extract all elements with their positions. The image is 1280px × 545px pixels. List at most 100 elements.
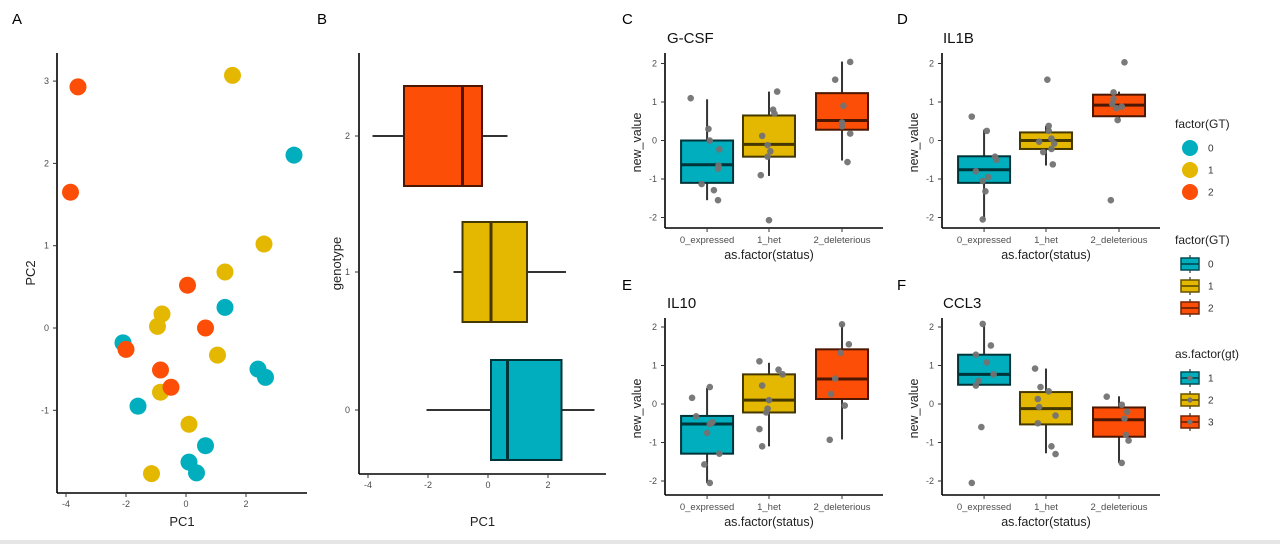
scatter-point-gt1 (209, 346, 226, 364)
jitter-point (831, 76, 839, 83)
jitter-point (990, 371, 997, 378)
legend-label: 2 (1208, 304, 1214, 315)
jitter-point (1108, 100, 1116, 108)
y-axis-title: new_value (630, 113, 644, 173)
jitter-point (838, 321, 846, 328)
jitter-point (845, 341, 853, 348)
jitter-point (762, 409, 770, 416)
jitter-point (701, 461, 708, 468)
scatter-point-gt1 (255, 235, 273, 253)
jitter-point (765, 396, 773, 404)
y-tick-label: 0 (345, 405, 350, 415)
scatter-point-gt0 (285, 146, 303, 164)
jitter-point (1048, 145, 1055, 153)
legend-label: 0 (1208, 144, 1214, 155)
y-tick-label: 2 (345, 131, 350, 141)
legend-key-point (1182, 184, 1198, 200)
jitter-point (765, 216, 773, 224)
box-gt2 (403, 85, 483, 187)
jitter-point (1048, 135, 1055, 142)
y-axis-title: PC2 (23, 260, 38, 285)
y-tick-label: 2 (652, 59, 657, 69)
x-axis-title: as.factor(status) (724, 515, 814, 529)
jitter-point (1118, 401, 1126, 409)
y-tick-label: -2 (649, 213, 657, 223)
y-axis-title: new_value (630, 379, 644, 439)
box-2_deleterious (1092, 406, 1147, 438)
jitter-point (1045, 127, 1053, 135)
x-tick-label: 0_expressed (957, 502, 1011, 513)
y-tick-label: -1 (926, 174, 934, 184)
x-tick-label: 2_deleterious (813, 235, 870, 246)
jitter-point (716, 146, 723, 153)
x-tick-label: -4 (62, 499, 70, 509)
jitter-point (714, 165, 722, 172)
box-0_expressed (957, 353, 1012, 386)
jitter-point (972, 168, 980, 175)
jitter-point (706, 137, 714, 144)
panel-d: -2 -1 0 1 2 0_expressed 1_het 2_deleterious as.f… (907, 30, 1160, 262)
jitter-point (1118, 459, 1126, 467)
jitter-point (983, 127, 991, 135)
panel-title: G-CSF (667, 30, 714, 47)
x-tick-label: 2 (243, 499, 248, 509)
legend-label: 1 (1208, 374, 1214, 385)
jitter-point (1103, 393, 1111, 400)
y-tick-label: 0 (652, 399, 657, 409)
scatter-point-gt2 (179, 276, 196, 294)
jitter-point (773, 88, 781, 95)
y-tick-label: 2 (44, 158, 49, 168)
jitter-point (1034, 395, 1042, 403)
jitter-point (1112, 104, 1120, 112)
panel-a: -4 -2 0 2 -1 0 1 2 3 PC1 PC2 (23, 53, 307, 529)
jitter-point (1121, 59, 1128, 66)
box-gt1 (461, 221, 528, 323)
jitter-point (692, 413, 700, 420)
x-tick-label: 0_expressed (680, 235, 734, 246)
scatter-point-gt1 (143, 465, 160, 483)
panel-label-c: C (622, 11, 633, 28)
y-tick-label: -1 (649, 438, 657, 448)
scatter-point-gt0 (216, 298, 234, 316)
panel-e: -2 -1 0 1 2 0_expressed 1_het 2_deleterious as.f… (630, 295, 883, 529)
x-tick-label: 0_expressed (957, 235, 1011, 246)
y-tick-label: 2 (929, 59, 934, 69)
y-tick-label: -2 (926, 213, 934, 223)
jitter-point (984, 173, 992, 181)
y-tick-label: 1 (652, 361, 657, 371)
jitter-point (979, 177, 987, 185)
x-axis-title: PC1 (169, 514, 194, 529)
box-gt0 (490, 359, 563, 461)
jitter-point (1123, 408, 1131, 416)
panel-f: -2 -1 0 1 2 0_expressed 1_het 2_deleterious as.f… (907, 295, 1160, 529)
jitter-point (979, 216, 987, 223)
jitter-point (837, 349, 844, 357)
legend-3: as.factor(gt) 1 2 3 (1175, 347, 1239, 431)
jitter-point (838, 122, 846, 130)
legend-label: 3 (1208, 418, 1214, 429)
jitter-point (827, 390, 835, 398)
jitter-point (1121, 415, 1128, 422)
jitter-point (756, 425, 763, 433)
bottom-divider (0, 540, 1280, 544)
scatter-point-gt2 (62, 183, 79, 201)
x-tick-label: 0 (485, 480, 490, 490)
jitter-point (705, 125, 712, 133)
y-axis-title: genotype (329, 237, 344, 291)
jitter-point (1045, 122, 1053, 130)
scatter-point-gt2 (197, 319, 214, 337)
legend-label: 1 (1208, 166, 1214, 177)
jitter-point (764, 141, 771, 149)
jitter-point (987, 342, 995, 349)
jitter-point (1034, 419, 1042, 427)
jitter-point (1050, 140, 1058, 147)
legend-label: 1 (1208, 282, 1214, 293)
y-tick-label: 0 (929, 136, 934, 146)
x-tick-label: 2_deleterious (813, 502, 870, 513)
legend-key-point (1182, 140, 1198, 156)
jitter-point (1114, 116, 1121, 124)
jitter-point (831, 375, 839, 382)
x-tick-label: 1_het (757, 502, 781, 513)
panel-label-e: E (622, 277, 632, 294)
